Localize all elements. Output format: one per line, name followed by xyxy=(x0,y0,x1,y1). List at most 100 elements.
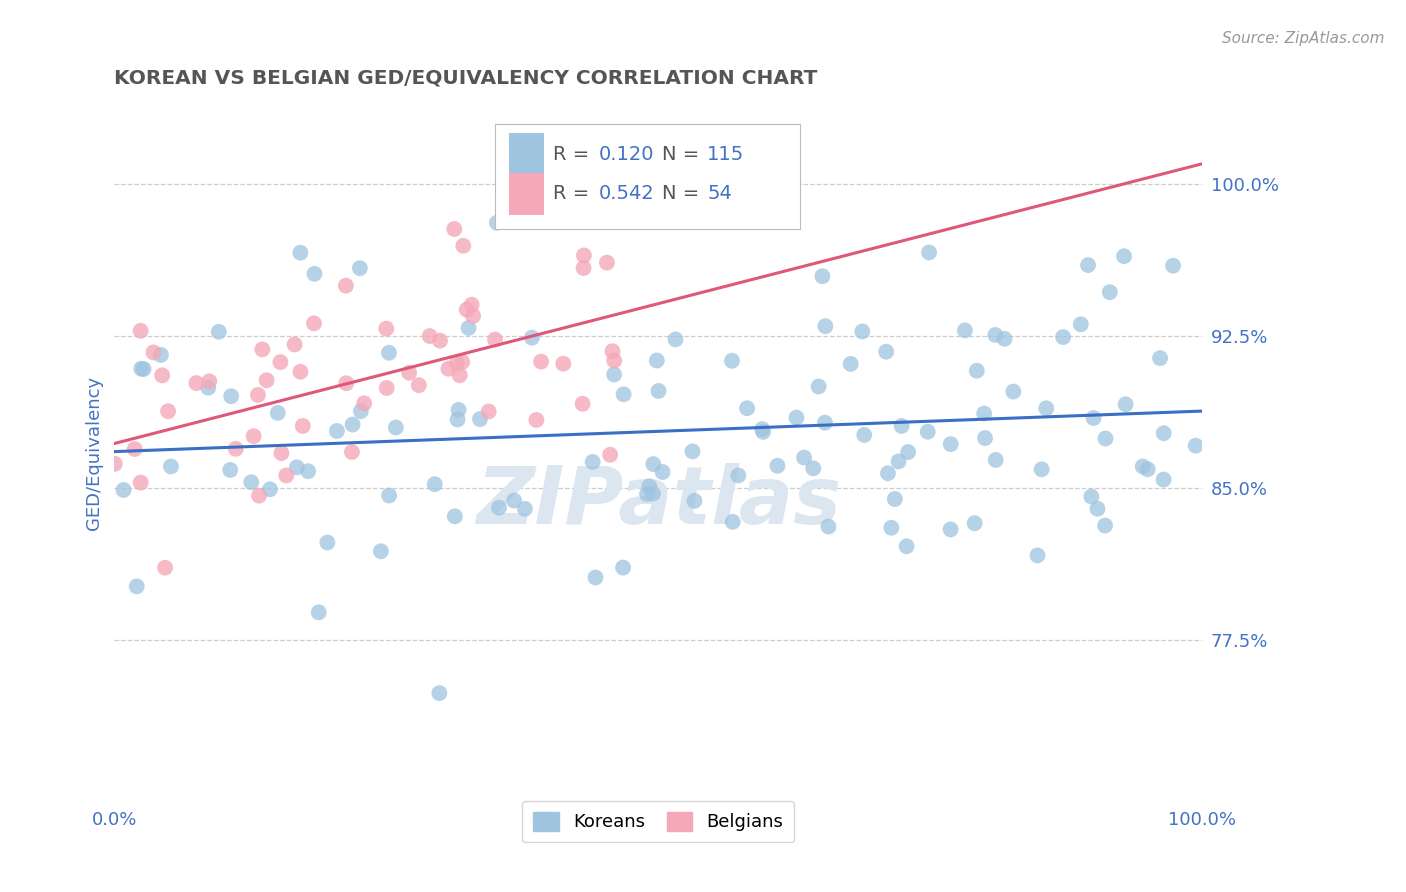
Point xyxy=(1080,490,1102,504)
Text: ZIPatlas: ZIPatlas xyxy=(475,463,841,541)
Point xyxy=(751,422,773,436)
FancyBboxPatch shape xyxy=(509,173,544,214)
Text: R =: R = xyxy=(553,145,595,163)
Point xyxy=(1094,518,1116,533)
Point xyxy=(1087,501,1109,516)
Point xyxy=(1031,462,1053,476)
FancyBboxPatch shape xyxy=(509,134,544,175)
Point xyxy=(157,404,180,418)
Point xyxy=(398,366,420,380)
Point xyxy=(814,319,837,334)
Point xyxy=(129,324,152,338)
Point xyxy=(582,455,605,469)
Point xyxy=(1083,411,1105,425)
Point xyxy=(1153,426,1175,441)
Point xyxy=(974,431,997,445)
Point xyxy=(453,239,475,253)
Point xyxy=(503,493,526,508)
Point xyxy=(247,489,270,503)
Point xyxy=(349,261,371,276)
Point xyxy=(437,361,460,376)
Point xyxy=(129,361,152,376)
Point xyxy=(963,516,986,531)
Point xyxy=(1161,259,1184,273)
Point xyxy=(1098,285,1121,300)
Point xyxy=(484,333,506,347)
Point xyxy=(186,376,208,390)
Point xyxy=(721,353,744,368)
Point xyxy=(449,368,471,383)
Point xyxy=(335,376,357,391)
Point xyxy=(132,362,155,376)
Point xyxy=(153,560,176,574)
Point xyxy=(585,570,607,584)
Point xyxy=(1136,462,1159,476)
Point xyxy=(994,332,1017,346)
Point xyxy=(302,316,325,330)
Point xyxy=(1115,397,1137,411)
Point xyxy=(939,437,962,451)
Point xyxy=(478,404,501,418)
Point xyxy=(456,302,478,317)
Point xyxy=(896,539,918,553)
Point xyxy=(917,425,939,439)
Point xyxy=(721,515,744,529)
Point xyxy=(447,402,470,417)
Point xyxy=(683,493,706,508)
Point xyxy=(727,468,749,483)
Point xyxy=(460,298,482,312)
Point xyxy=(613,387,636,401)
Point xyxy=(651,465,673,479)
Point xyxy=(785,410,807,425)
Point xyxy=(304,267,326,281)
Point xyxy=(443,509,465,524)
Text: 0.120: 0.120 xyxy=(599,145,654,163)
Point xyxy=(939,523,962,537)
Point xyxy=(461,309,484,323)
Point xyxy=(1070,318,1092,332)
Point xyxy=(150,368,173,383)
Point xyxy=(645,353,668,368)
Point xyxy=(643,457,665,471)
Point xyxy=(984,453,1007,467)
Point xyxy=(984,327,1007,342)
Point xyxy=(246,388,269,402)
Point xyxy=(1153,473,1175,487)
Point xyxy=(149,348,172,362)
Text: Source: ZipAtlas.com: Source: ZipAtlas.com xyxy=(1222,31,1385,46)
Point xyxy=(488,500,510,515)
Point xyxy=(290,245,312,260)
Point xyxy=(335,278,357,293)
Point xyxy=(256,373,278,387)
Point xyxy=(596,255,619,269)
Point xyxy=(316,535,339,549)
Point xyxy=(208,325,231,339)
Point xyxy=(353,396,375,410)
Text: N =: N = xyxy=(662,185,704,203)
Point xyxy=(877,467,900,481)
Point xyxy=(427,686,450,700)
Point xyxy=(1035,401,1057,416)
Text: 115: 115 xyxy=(707,145,745,163)
Point xyxy=(966,364,988,378)
Point xyxy=(883,491,905,506)
Point xyxy=(890,418,912,433)
Point xyxy=(572,261,595,276)
Point xyxy=(524,413,547,427)
Text: 54: 54 xyxy=(707,185,733,203)
Point xyxy=(793,450,815,465)
Point xyxy=(918,245,941,260)
Point xyxy=(853,428,876,442)
Point xyxy=(953,323,976,337)
Point xyxy=(814,416,837,430)
Point xyxy=(468,412,491,426)
Point xyxy=(112,483,135,497)
Point xyxy=(297,464,319,478)
Point xyxy=(1052,330,1074,344)
Point xyxy=(1112,249,1135,263)
Point xyxy=(291,419,314,434)
Point xyxy=(1149,351,1171,365)
Point xyxy=(443,222,465,236)
Point xyxy=(197,381,219,395)
Point xyxy=(429,334,451,348)
